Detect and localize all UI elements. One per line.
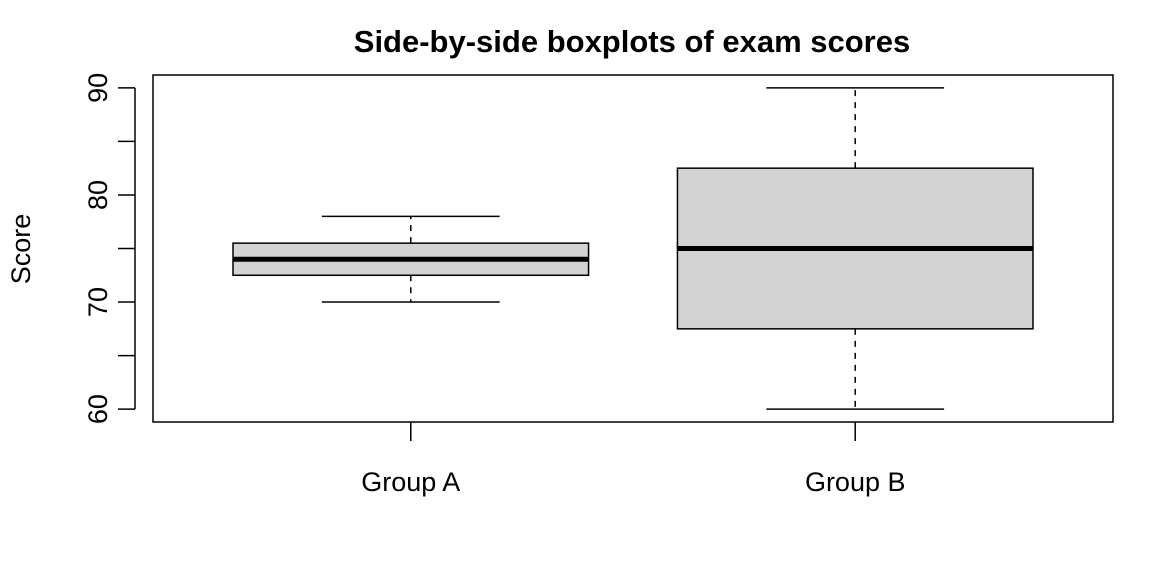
x-tick-label: Group A [361,467,460,497]
y-tick-label: 90 [83,73,113,103]
y-tick-label: 70 [83,287,113,317]
box-1 [232,215,590,303]
chart-title: Side-by-side boxplots of exam scores [354,24,910,59]
y-axis: 60 70 80 90 [83,73,136,424]
y-axis-label: Score [6,214,36,285]
box-2 [676,87,1034,410]
y-tick-label: 80 [83,180,113,210]
x-axis: Group A Group B [361,422,906,497]
y-tick-label: 60 [83,394,113,424]
x-tick-label: Group B [805,467,906,497]
plot-frame [152,74,1114,423]
boxes-layer [232,87,1034,410]
